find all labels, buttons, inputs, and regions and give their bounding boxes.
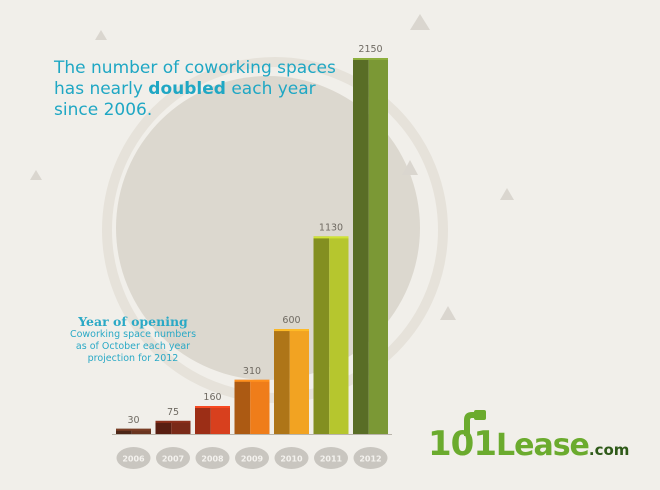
data-label: 1130 [319, 222, 343, 233]
year-badge [235, 447, 269, 469]
headline-text: has nearly [54, 79, 149, 99]
bar [250, 379, 270, 434]
year-badge [195, 447, 230, 469]
year-badge [274, 447, 309, 469]
data-label: 600 [282, 315, 300, 326]
bar-left-face [155, 420, 172, 434]
data-label: 30 [127, 415, 139, 426]
year-badge [156, 447, 190, 469]
year-badge [353, 447, 388, 469]
logo-domain: .com [588, 441, 630, 459]
plant-icon [464, 410, 486, 436]
bar-top [234, 379, 270, 382]
bar-left-face [274, 329, 290, 434]
logo-word: Lease [495, 428, 590, 463]
headline-line-1: The number of coworking spaces [54, 58, 336, 78]
x-tick-label: 2010 [280, 455, 303, 464]
legend-note: Coworking space numbers [69, 329, 197, 340]
data-label: 2150 [358, 44, 382, 55]
bar-left-face [195, 406, 211, 434]
decor-triangle [402, 160, 418, 175]
decor-triangle [95, 30, 107, 40]
decor-triangle [440, 306, 456, 320]
data-label: 160 [203, 392, 221, 403]
bar [131, 428, 151, 434]
data-label: 75 [167, 407, 179, 418]
bar-top [155, 420, 191, 423]
bar-top [353, 58, 388, 60]
bar-left-face [116, 428, 132, 434]
headline-text: each year [225, 79, 316, 99]
bar-left-face [353, 58, 369, 434]
headline-emphasis: doubled [148, 79, 226, 99]
bar-top [195, 406, 230, 409]
bar-left-face [313, 236, 330, 434]
brand-logo: 101Lease.com [428, 408, 648, 478]
bar [329, 236, 349, 434]
x-tick-label: 2008 [201, 455, 224, 464]
bar [171, 420, 191, 434]
decor-triangle [410, 14, 430, 30]
year-badge [314, 447, 348, 469]
bar [210, 406, 230, 434]
x-tick-label: 2007 [162, 455, 184, 464]
year-badge [116, 447, 151, 469]
bar-top [116, 428, 151, 431]
legend-note: as of October each year [75, 341, 191, 352]
bar-left-face [234, 379, 251, 434]
headline-line-2: has nearly doubled each year [54, 79, 354, 100]
headline-line-3: since 2006. [54, 100, 153, 120]
headline: The number of coworking spaces has nearl… [54, 58, 354, 121]
legend: Year of opening Coworking space numbers … [58, 314, 208, 365]
legend-title: Year of opening [78, 314, 188, 329]
x-tick-label: 2012 [359, 455, 381, 464]
bar [368, 58, 388, 434]
x-tick-label: 2006 [122, 455, 145, 464]
x-tick-label: 2009 [241, 455, 264, 464]
x-tick-label: 2011 [320, 455, 343, 464]
data-label: 310 [243, 366, 261, 377]
bar-top [274, 329, 309, 332]
logo-number: 101 [428, 424, 497, 464]
logo-text: 101Lease.com [428, 424, 629, 464]
bar [289, 329, 309, 434]
legend-note: projection for 2012 [87, 353, 179, 364]
decor-triangle [30, 170, 42, 180]
bar-top [313, 236, 349, 239]
decor-triangle [500, 188, 514, 200]
